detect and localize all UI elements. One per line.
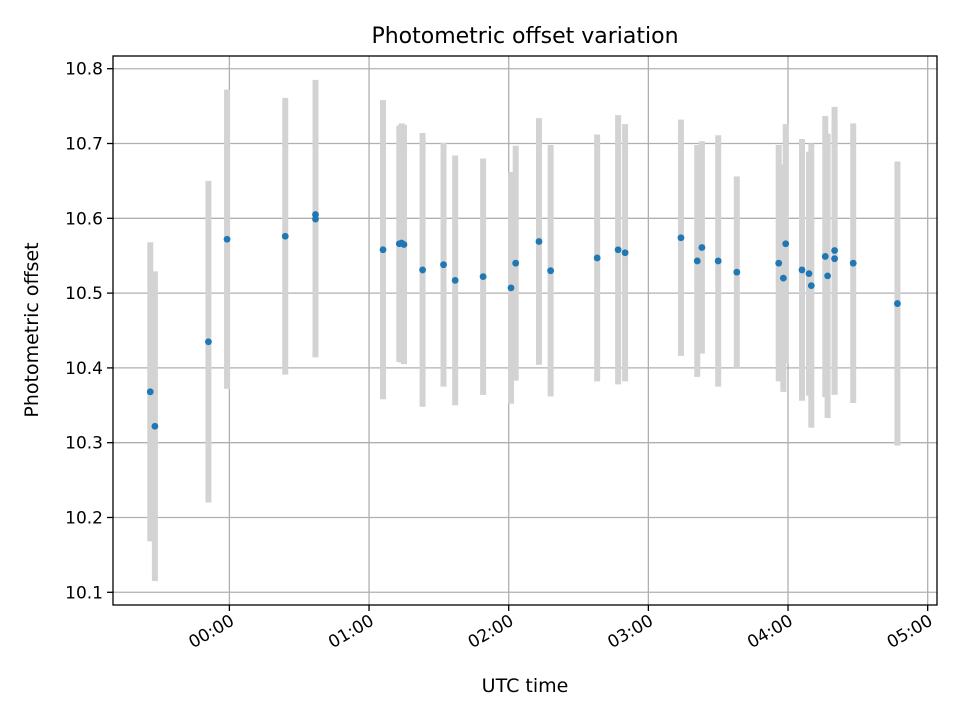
plot-frame: [112, 55, 938, 606]
data-point: [775, 259, 783, 267]
data-point: [223, 235, 231, 243]
data-point: [621, 249, 629, 257]
data-point: [507, 284, 515, 292]
data-point: [698, 244, 706, 251]
data-point: [831, 247, 838, 254]
data-point: [714, 257, 722, 265]
chart-title: Photometric offset variation: [371, 24, 678, 49]
y-tick-label: 10.5: [65, 284, 103, 304]
data-point: [805, 270, 813, 278]
data-point: [151, 422, 159, 430]
data-point: [312, 215, 319, 223]
data-point: [379, 246, 387, 254]
data-point: [782, 240, 790, 248]
data-point: [440, 261, 447, 269]
data-point: [798, 266, 806, 274]
data-point: [894, 300, 901, 307]
data-point: [849, 259, 857, 267]
y-axis-ticks: 10.1 10.2 10.3 10.4 10.5 10.6 10.7 10.8: [65, 60, 113, 603]
data-point: [807, 282, 815, 290]
data-point: [400, 241, 408, 248]
data-point: [824, 272, 831, 280]
data-points: [146, 211, 901, 430]
y-tick-label: 10.7: [65, 135, 103, 155]
y-tick-label: 10.4: [65, 359, 103, 379]
data-point: [281, 232, 289, 240]
data-point: [535, 238, 543, 245]
y-tick-label: 10.1: [65, 583, 103, 603]
data-point: [593, 254, 601, 262]
data-point: [677, 234, 685, 242]
data-point: [479, 273, 487, 281]
data-point: [451, 276, 459, 284]
data-point: [419, 266, 426, 274]
data-point: [779, 274, 787, 282]
y-tick-label: 10.3: [65, 434, 103, 454]
y-tick-label: 10.8: [65, 60, 103, 80]
data-point: [614, 246, 622, 254]
data-point: [512, 259, 520, 267]
y-tick-label: 10.6: [65, 209, 103, 229]
y-tick-label: 10.2: [65, 508, 103, 528]
data-point: [205, 338, 212, 346]
data-point: [146, 388, 154, 396]
data-point: [831, 255, 838, 263]
data-point: [547, 267, 555, 275]
y-axis-label: Photometric offset: [21, 242, 43, 417]
data-point: [821, 253, 829, 260]
x-axis-label: UTC time: [482, 675, 569, 697]
data-point: [693, 257, 701, 265]
data-point: [733, 268, 741, 276]
